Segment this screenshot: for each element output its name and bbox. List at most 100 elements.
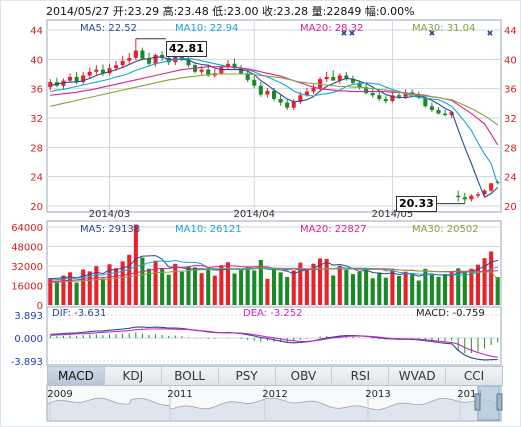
candle-body: [258, 85, 263, 95]
volume-bar: [482, 258, 487, 305]
candle-body: [311, 87, 316, 92]
candle-body: [186, 59, 191, 66]
date-label: 2014/04: [233, 209, 275, 220]
tab-psy[interactable]: PSY: [219, 367, 276, 385]
candle-body: [199, 69, 204, 72]
tab-cci[interactable]: CCI: [463, 369, 485, 383]
volume-bar: [429, 273, 434, 305]
date-label: 2014/05: [372, 209, 414, 220]
volume-bar: [81, 269, 86, 305]
tab-macd[interactable]: MACD: [48, 367, 105, 385]
candle-body: [482, 190, 487, 195]
price-legend-item: MA5: 22.52: [80, 23, 137, 34]
macd-tick: -3.893: [11, 357, 43, 368]
candle-body: [370, 93, 375, 96]
volume-bar: [173, 263, 178, 305]
date-label: 2014/03: [89, 209, 131, 220]
macd-tick: 3.893: [14, 311, 43, 322]
price-tick-right: 44: [504, 26, 517, 37]
volume-bar: [443, 274, 448, 305]
candle-body: [383, 98, 388, 102]
candle-body: [291, 101, 296, 108]
volume-bar: [258, 260, 263, 305]
volume-bar: [67, 272, 73, 305]
volume-tick: 48000: [11, 243, 43, 254]
volume-tick: 0: [37, 301, 43, 312]
volume-bar: [245, 266, 250, 305]
macd-legend-item: DEA: -3.252: [243, 308, 302, 319]
volume-ma-ma10: [50, 259, 498, 281]
volume-bar: [94, 266, 99, 305]
volume-bar: [489, 251, 494, 305]
candle-body: [304, 91, 309, 96]
volume-tick: 32000: [11, 262, 43, 273]
candle-body: [153, 54, 158, 64]
volume-bar: [232, 273, 237, 305]
navigator-selection-window: [477, 385, 500, 421]
volume-bar: [140, 257, 145, 305]
volume-bar: [100, 278, 105, 305]
candle-body: [357, 82, 362, 88]
candle-body: [239, 68, 244, 74]
navigator-year-label: 2012: [262, 389, 287, 400]
candle-body: [475, 194, 481, 196]
volume-bar: [436, 276, 441, 305]
tab-wvad[interactable]: WVAD: [389, 367, 447, 385]
volume-bar: [74, 282, 79, 305]
candle-body: [100, 69, 105, 74]
volume-bar: [304, 268, 309, 305]
candle-body: [94, 69, 99, 72]
volume-ma-ma30: [50, 267, 499, 283]
price-tick-left: 20: [30, 202, 43, 213]
event-marker-icon: ✖: [429, 29, 436, 38]
macd-legend-item: DIF: -3.631: [52, 308, 106, 319]
price-tick-right: 40: [504, 55, 517, 66]
volume-bar: [285, 277, 290, 305]
price-tick-left: 40: [30, 55, 43, 66]
high-price-marker: 42.81: [166, 41, 207, 57]
candle-body: [416, 94, 421, 98]
candle-body: [469, 195, 474, 200]
price-tick-right: 20: [504, 202, 517, 213]
volume-bar: [225, 262, 230, 305]
price-tick-left: 24: [30, 173, 43, 184]
tab-rsi[interactable]: RSI: [332, 367, 390, 385]
volume-bar: [311, 263, 316, 305]
price-tick-right: 36: [504, 85, 517, 96]
volume-bar: [61, 275, 66, 305]
candle-body: [337, 75, 342, 81]
navigator-right-handle: [496, 393, 503, 411]
volume-bar: [166, 274, 171, 305]
price-tick-left: 36: [30, 85, 43, 96]
volume-bar: [278, 272, 283, 305]
volume-legend-item: MA20: 22827: [300, 224, 367, 235]
volume-tick: 64000: [11, 223, 43, 234]
volume-bar: [331, 275, 336, 305]
price-legend-item: MA30: 31.04: [412, 23, 475, 34]
volume-bar: [449, 271, 454, 305]
volume-bar: [456, 268, 461, 305]
volume-legend-item: MA5: 29138: [80, 224, 140, 235]
tab-obv[interactable]: OBV: [276, 367, 333, 385]
volume-bar: [357, 271, 362, 305]
volume-bar: [146, 268, 152, 305]
candle-body: [324, 76, 329, 80]
candle-body: [67, 76, 73, 81]
candle-body: [423, 97, 428, 107]
volume-bar: [410, 274, 415, 305]
candle-body: [179, 56, 184, 60]
volume-bar: [469, 268, 474, 305]
quote-header: 2014/05/27 开:23.29 高:23.48 低:23.00 收:23.…: [46, 5, 415, 18]
candle-body: [396, 95, 402, 97]
candle-body: [350, 79, 355, 83]
candle-body: [74, 76, 79, 83]
tab-boll[interactable]: BOLL: [162, 367, 219, 385]
tab-kdj[interactable]: KDJ: [105, 367, 162, 385]
macd-dif-line: [50, 326, 498, 361]
macd-legend-item: MACD: -0.759: [416, 308, 485, 319]
candle-body: [403, 92, 408, 97]
volume-bar: [337, 265, 342, 305]
candle-body: [495, 181, 500, 183]
candle-body: [377, 95, 382, 99]
